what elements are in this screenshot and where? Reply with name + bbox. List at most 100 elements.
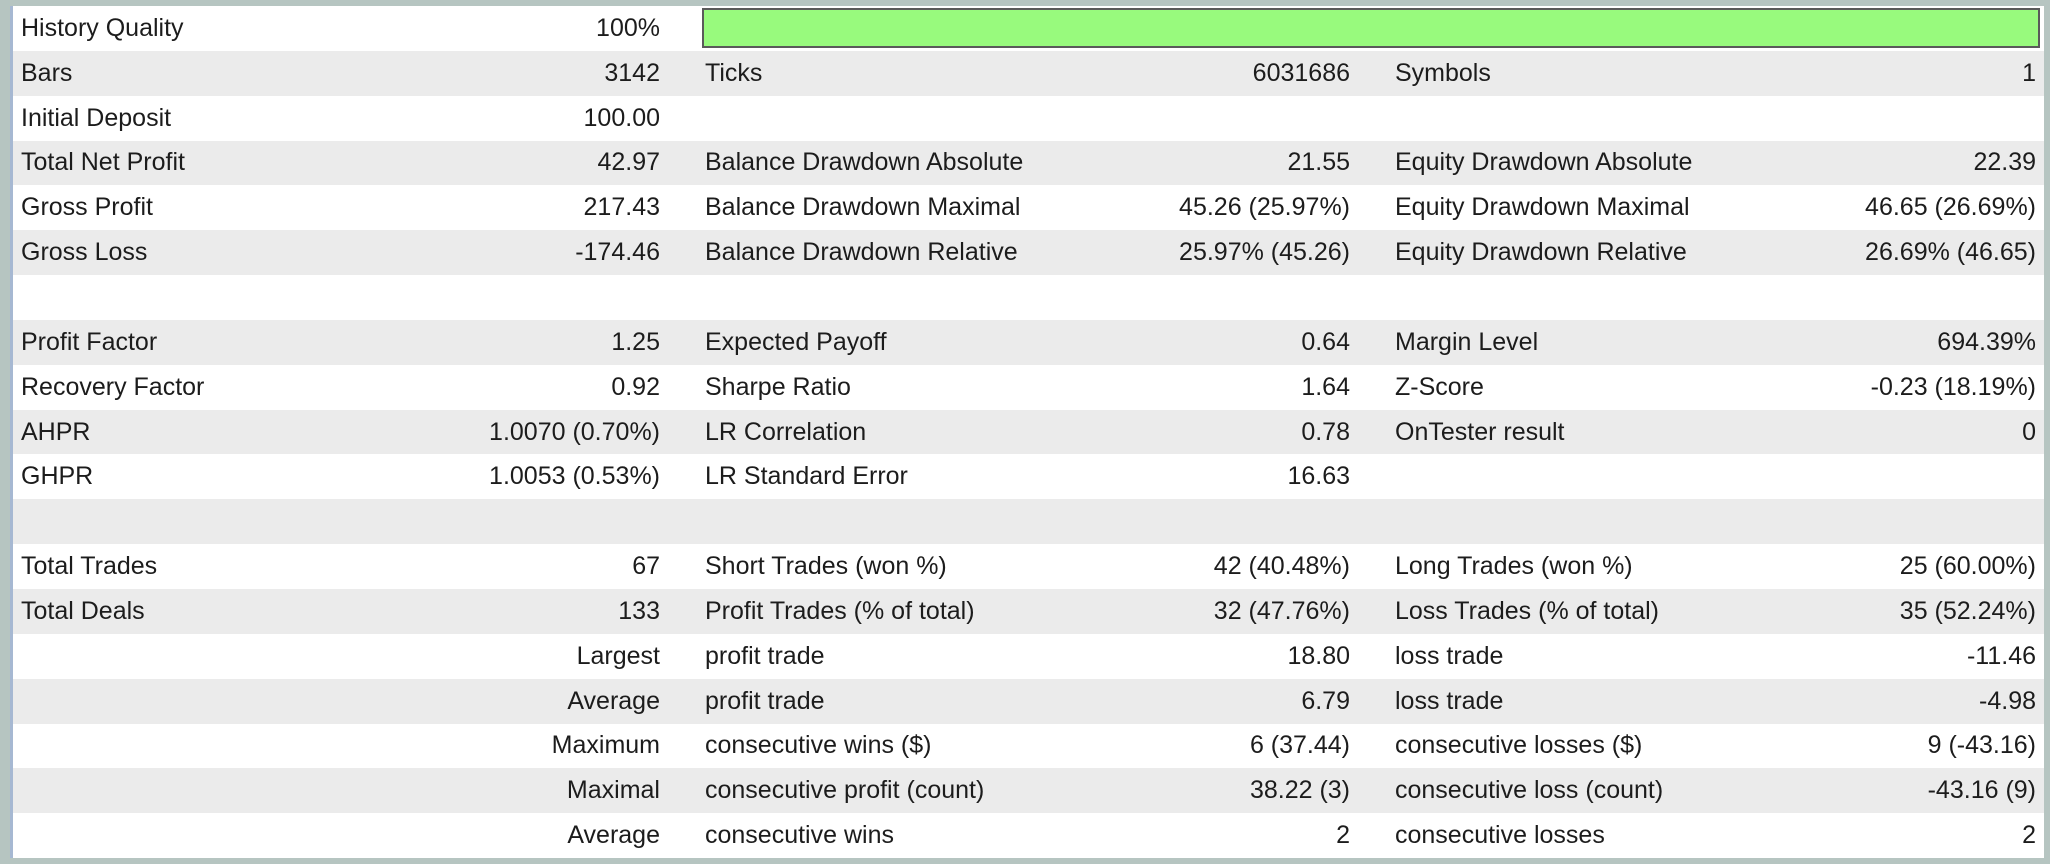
metric-label: Long Trades (won %) — [1395, 554, 1633, 580]
metric-label: Loss Trades (% of total) — [1395, 598, 1660, 624]
metric-value: 133 — [618, 598, 660, 624]
metric-value: 22.39 — [1973, 150, 2036, 176]
report-row-gross-loss: Gross Loss -174.46 Balance Drawdown Rela… — [13, 230, 2044, 276]
metric-label: consecutive loss (count) — [1395, 778, 1664, 804]
metric-label: profit trade — [705, 643, 825, 669]
metric-value: 32 (47.76%) — [1213, 598, 1350, 624]
metric-value: -43.16 (9) — [1927, 778, 2036, 804]
metric-value: -0.23 (18.19%) — [1870, 374, 2036, 400]
metric-value: 1 — [2022, 60, 2036, 86]
metric-value: Largest — [576, 643, 660, 669]
metric-value: 26.69% (46.65) — [1865, 240, 2036, 266]
metric-label: Gross Profit — [21, 195, 153, 221]
metric-value: -4.98 — [1979, 688, 2036, 714]
metric-value: 100.00 — [583, 105, 660, 131]
metric-value: 6 (37.44) — [1249, 733, 1350, 759]
metric-value: 0.92 — [611, 374, 660, 400]
metric-label: loss trade — [1395, 688, 1504, 714]
metric-label: consecutive wins — [705, 823, 894, 849]
metric-label: AHPR — [21, 419, 91, 445]
report-row-average-consecutive: Average consecutive wins 2 consecutive l… — [13, 813, 2044, 859]
metric-value: Maximal — [566, 778, 660, 804]
report-row-bars: Bars 3142 Ticks 6031686 Symbols 1 — [13, 50, 2044, 96]
metric-label: Profit Factor — [21, 329, 158, 355]
metric-value: 16.63 — [1287, 464, 1350, 490]
metric-label: Total Trades — [21, 554, 158, 580]
metric-value: 1.0070 (0.70%) — [489, 419, 660, 445]
report-row-largest-trade: Largest profit trade 18.80 loss trade -1… — [13, 633, 2044, 679]
metric-label: Short Trades (won %) — [705, 554, 947, 580]
metric-value: 42.97 — [597, 150, 660, 176]
metric-label: Margin Level — [1395, 329, 1539, 355]
metric-label: GHPR — [21, 464, 94, 490]
metric-label: consecutive losses — [1395, 823, 1605, 849]
report-row-spacer — [13, 499, 2044, 545]
metric-label: loss trade — [1395, 643, 1504, 669]
report-row-initial-deposit: Initial Deposit 100.00 — [13, 95, 2044, 141]
metric-label: OnTester result — [1395, 419, 1565, 445]
metric-label: Expected Payoff — [705, 329, 887, 355]
report-row-ahpr: AHPR 1.0070 (0.70%) LR Correlation 0.78 … — [13, 409, 2044, 455]
metric-label: consecutive losses ($) — [1395, 733, 1643, 759]
report-row-total-trades: Total Trades 67 Short Trades (won %) 42 … — [13, 544, 2044, 589]
history-quality-bar-fill — [704, 10, 2038, 46]
metric-value: 6.79 — [1301, 688, 1350, 714]
metric-value: 1.0053 (0.53%) — [489, 464, 660, 490]
metric-label: consecutive wins ($) — [705, 733, 932, 759]
metric-label: LR Correlation — [705, 419, 867, 445]
metric-label: Gross Loss — [21, 240, 148, 266]
metric-value: 21.55 — [1287, 150, 1350, 176]
report-row-ghpr: GHPR 1.0053 (0.53%) LR Standard Error 16… — [13, 454, 2044, 500]
report-row-total-deals: Total Deals 133 Profit Trades (% of tota… — [13, 588, 2044, 634]
metric-value: 38.22 (3) — [1249, 778, 1350, 804]
metric-label: Equity Drawdown Absolute — [1395, 150, 1693, 176]
metric-value: 0.78 — [1301, 419, 1350, 445]
metric-value: 1.25 — [611, 329, 660, 355]
metric-label: History Quality — [21, 15, 184, 41]
report-row-average-trade: Average profit trade 6.79 loss trade -4.… — [13, 678, 2044, 724]
report-row-profit-factor: Profit Factor 1.25 Expected Payoff 0.64 … — [13, 319, 2044, 365]
metric-value: 25.97% (45.26) — [1179, 240, 1350, 266]
metric-value: 0 — [2022, 419, 2036, 445]
metric-value: Average — [567, 823, 660, 849]
metric-label: Sharpe Ratio — [705, 374, 851, 400]
metric-label: Bars — [21, 60, 73, 86]
metric-value: 1.64 — [1301, 374, 1350, 400]
metric-label: Total Deals — [21, 598, 145, 624]
metric-label: Balance Drawdown Relative — [705, 240, 1018, 266]
metric-label: LR Standard Error — [705, 464, 908, 490]
report-row-maximum-consecutive: Maximum consecutive wins ($) 6 (37.44) c… — [13, 723, 2044, 769]
metric-value: 9 (-43.16) — [1927, 733, 2036, 759]
report-row-maximal-consecutive: Maximal consecutive profit (count) 38.22… — [13, 768, 2044, 814]
metric-value: 25 (60.00%) — [1899, 554, 2036, 580]
metric-label: Z-Score — [1395, 374, 1484, 400]
metric-value: 2 — [2022, 823, 2036, 849]
metric-value: 42 (40.48%) — [1213, 554, 1350, 580]
metric-value: 217.43 — [583, 195, 660, 221]
metric-label: Ticks — [705, 60, 763, 86]
report-row-gross-profit: Gross Profit 217.43 Balance Drawdown Max… — [13, 185, 2044, 231]
metric-value: 18.80 — [1287, 643, 1350, 669]
metric-label: consecutive profit (count) — [705, 778, 985, 804]
metric-value: -11.46 — [1966, 643, 2036, 669]
metric-label: Equity Drawdown Relative — [1395, 240, 1687, 266]
metric-label: Balance Drawdown Maximal — [705, 195, 1021, 221]
metric-value: Maximum — [551, 733, 660, 759]
report-row-spacer — [13, 275, 2044, 320]
metric-value: 45.26 (25.97%) — [1179, 195, 1350, 221]
metric-value: 2 — [1336, 823, 1350, 849]
metric-value: -174.46 — [575, 240, 660, 266]
metric-value: 3142 — [604, 60, 660, 86]
metric-value: Average — [567, 688, 660, 714]
report-row-recovery-factor: Recovery Factor 0.92 Sharpe Ratio 1.64 Z… — [13, 364, 2044, 410]
metric-value: 100% — [596, 15, 660, 41]
history-quality-bar — [682, 6, 2044, 51]
metric-value: 67 — [632, 554, 660, 580]
metric-value: 0.64 — [1301, 329, 1350, 355]
metric-label: Initial Deposit — [21, 105, 172, 131]
metric-label: Balance Drawdown Absolute — [705, 150, 1024, 176]
metric-value: 694.39% — [1937, 329, 2036, 355]
backtest-report-table: History Quality 100% Bars 3142 Ticks 603… — [10, 6, 2044, 859]
metric-label: profit trade — [705, 688, 825, 714]
